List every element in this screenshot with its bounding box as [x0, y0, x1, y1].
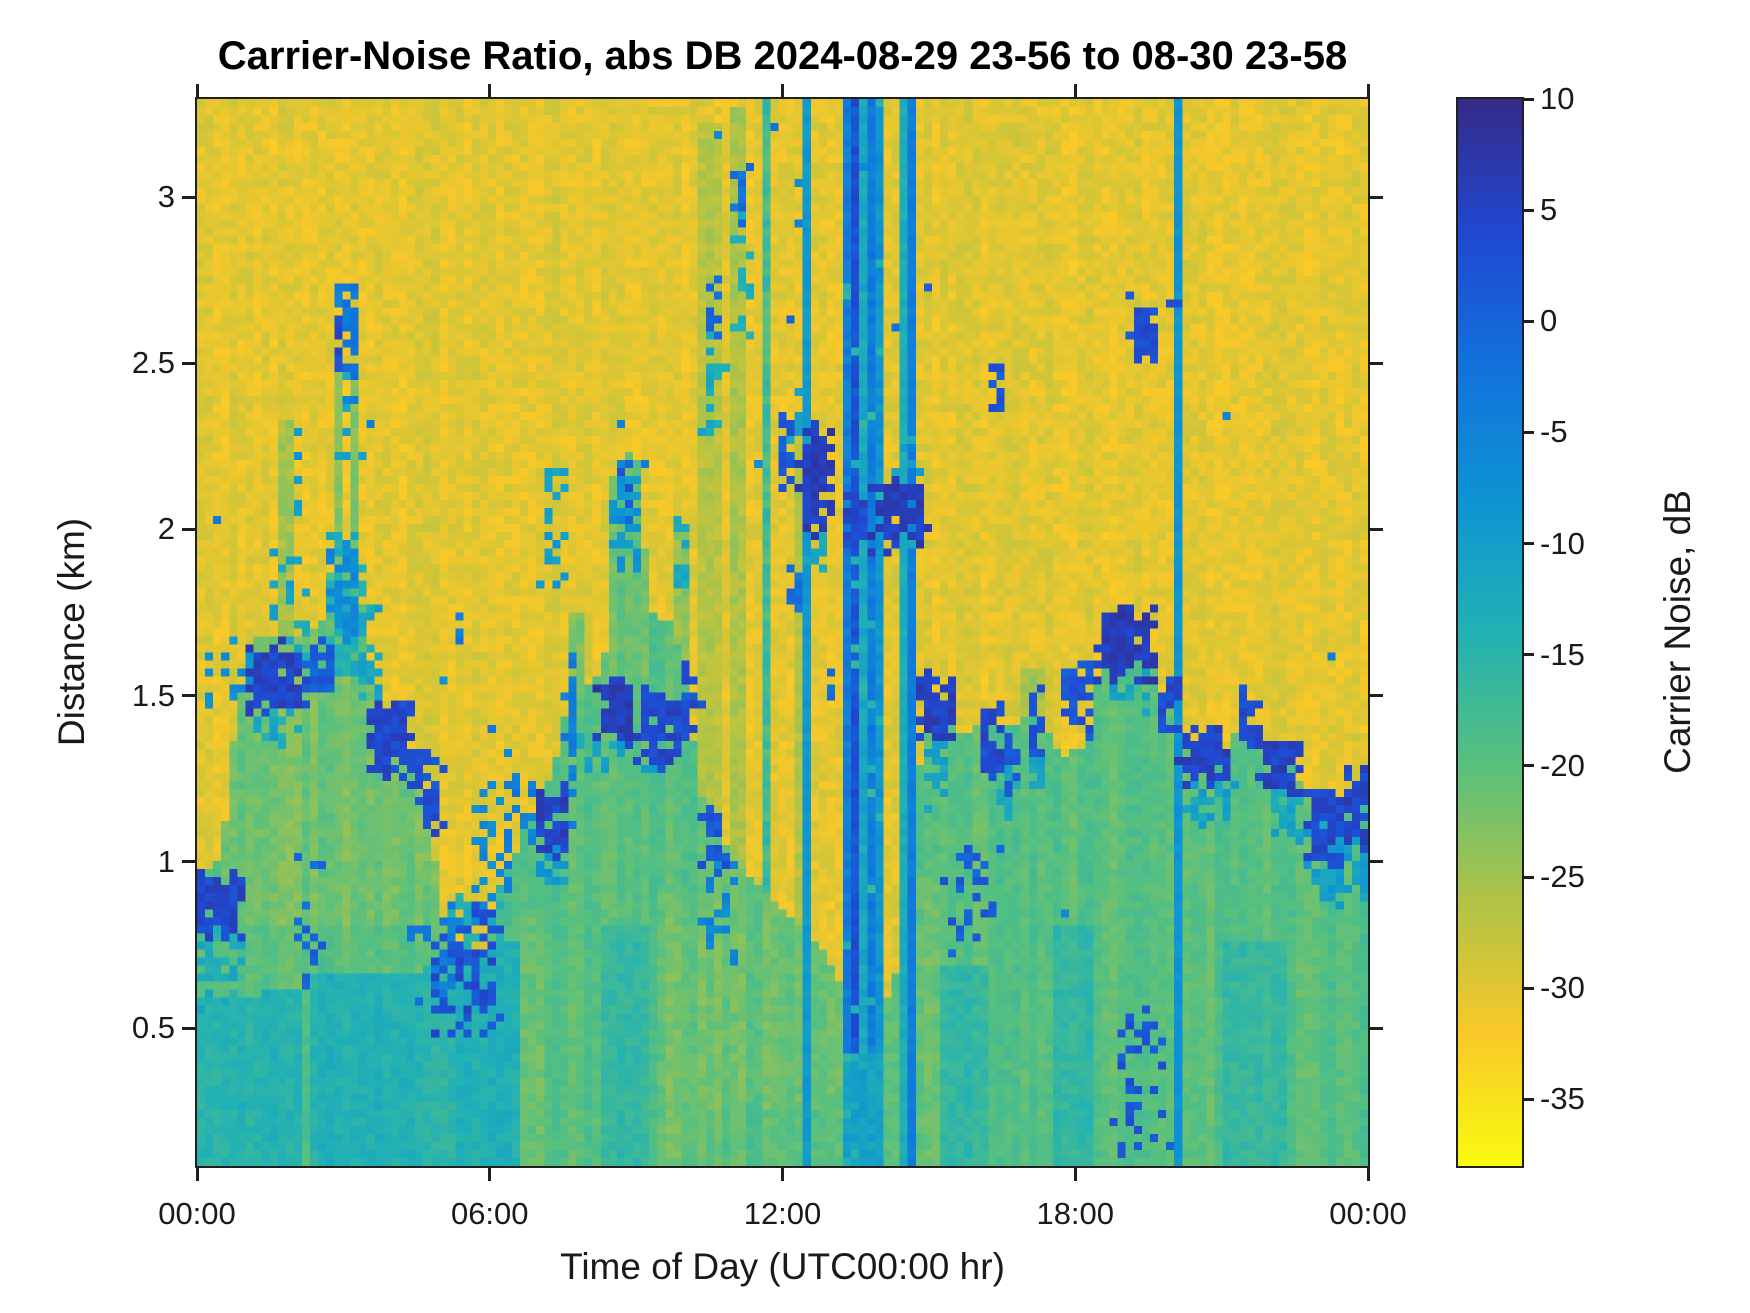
- y-tick-label: 0.5: [131, 1010, 175, 1046]
- colorbar-tick-label: -25: [1540, 859, 1585, 895]
- colorbar-tick-label: -20: [1540, 747, 1585, 783]
- x-tick-mark-top: [488, 84, 492, 97]
- y-tick-label: 1.5: [131, 677, 175, 713]
- y-tick-mark-right: [1370, 694, 1383, 698]
- x-tick-label: 18:00: [1036, 1196, 1115, 1231]
- x-tick-mark: [1073, 1168, 1077, 1181]
- colorbar-tick-mark: [1524, 1097, 1534, 1101]
- y-tick-mark: [182, 195, 195, 199]
- colorbar-tick-label: 0: [1540, 303, 1558, 339]
- colorbar-gradient: [1458, 99, 1522, 1166]
- colorbar-tick-label: 5: [1540, 192, 1558, 228]
- colorbar-tick-label: -35: [1540, 1081, 1585, 1117]
- y-tick-mark: [182, 860, 195, 864]
- colorbar-tick-mark: [1524, 430, 1534, 434]
- x-tick-mark: [195, 1168, 199, 1181]
- x-tick-mark: [488, 1168, 492, 1181]
- y-tick-label: 2.5: [131, 345, 175, 381]
- x-tick-mark-top: [1366, 84, 1370, 97]
- colorbar-tick-mark: [1524, 97, 1534, 101]
- colorbar-tick-mark: [1524, 875, 1534, 879]
- colorbar-tick-mark: [1524, 319, 1534, 323]
- colorbar-tick-mark: [1524, 208, 1534, 212]
- x-tick-label: 06:00: [450, 1196, 529, 1231]
- y-tick-label: 1: [157, 843, 175, 879]
- y-tick-mark-right: [1370, 860, 1383, 864]
- colorbar-label-anchor: Carrier Noise, dB: [1657, 490, 1750, 774]
- x-tick-label: 00:00: [1329, 1196, 1407, 1231]
- x-tick-mark: [781, 1168, 784, 1181]
- y-tick-mark-right: [1370, 527, 1383, 531]
- colorbar: [1456, 97, 1524, 1168]
- x-axis-label: Time of Day (UTC00:00 hr): [560, 1246, 1005, 1287]
- colorbar-label: Carrier Noise, dB: [1657, 490, 1698, 774]
- x-tick-label: 00:00: [158, 1196, 236, 1231]
- y-tick-mark: [182, 694, 195, 698]
- colorbar-tick-mark: [1524, 542, 1534, 546]
- y-tick-mark-right: [1370, 1026, 1383, 1030]
- colorbar-tick-label: 10: [1540, 81, 1575, 116]
- y-tick-label: 2: [157, 511, 175, 547]
- y-tick-mark-right: [1370, 361, 1383, 365]
- x-tick-mark-top: [1073, 84, 1077, 97]
- colorbar-tick-label: -15: [1540, 636, 1585, 672]
- heatmap-canvas: [197, 99, 1368, 1166]
- chart-title: Carrier-Noise Ratio, abs DB 2024-08-29 2…: [217, 34, 1348, 78]
- colorbar-tick-label: -5: [1540, 414, 1568, 450]
- colorbar-tick-label: -30: [1540, 970, 1585, 1006]
- colorbar-tick-mark: [1524, 653, 1534, 657]
- x-tick-mark: [1366, 1168, 1370, 1181]
- colorbar-tick-label: -10: [1540, 525, 1585, 561]
- x-tick-mark-top: [195, 84, 199, 97]
- y-tick-mark-right: [1370, 195, 1383, 199]
- x-tick-label: 12:00: [743, 1196, 822, 1231]
- y-tick-mark: [182, 1026, 195, 1030]
- heatmap-plot-area: [195, 97, 1370, 1168]
- y-tick-mark: [182, 527, 195, 531]
- y-tick-label: 3: [157, 179, 175, 215]
- x-tick-mark-top: [781, 84, 784, 97]
- colorbar-tick-mark: [1524, 764, 1534, 768]
- y-tick-mark: [182, 361, 195, 365]
- colorbar-tick-mark: [1524, 986, 1534, 990]
